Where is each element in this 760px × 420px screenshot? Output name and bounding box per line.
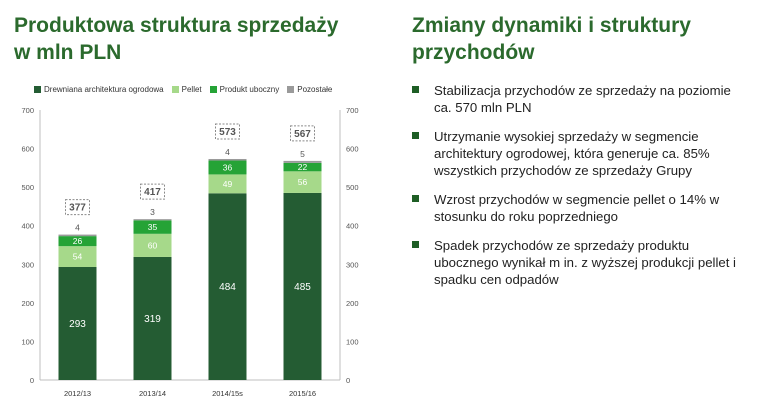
legend-swatch	[171, 85, 179, 93]
bar-data-label: 35	[148, 222, 158, 232]
bar-segment	[208, 193, 247, 380]
legend-item-1: Drewniana architektura ogrodowa	[34, 85, 164, 94]
bar-data-label: 485	[294, 282, 311, 293]
bar-segment	[133, 256, 172, 380]
legend-item-3: Produkt uboczny	[209, 84, 280, 94]
y-tick-label-right: 400	[346, 222, 359, 231]
bar-segment	[133, 220, 172, 234]
y-tick-label-right: 500	[346, 183, 359, 192]
bar-data-label: 293	[69, 319, 86, 330]
bar-segment	[58, 246, 97, 267]
bar-data-label-other: 4	[225, 147, 230, 157]
legend-label: Pellet	[181, 84, 202, 94]
bullet-text: Stabilizacja przychodów ze sprzedaży na …	[434, 83, 731, 115]
summary-title: Zmiany dynamiki i struktury przychodów	[412, 14, 691, 64]
legend-swatch	[34, 85, 41, 93]
bar-segment	[58, 236, 97, 247]
total-label: 417	[144, 187, 161, 198]
x-tick-label: 2015/16	[289, 389, 316, 398]
bullet-square-icon	[412, 241, 419, 248]
bar-data-label: 22	[298, 162, 308, 172]
bar-data-label: 56	[298, 177, 308, 187]
bar-data-label-other: 5	[300, 149, 305, 159]
y-tick-label-right: 0	[346, 376, 350, 385]
bullet-square-icon	[412, 195, 419, 202]
bar-data-label: 36	[223, 162, 233, 172]
summary-bullet-2: Utrzymanie wysokiej sprzedaży w segmenci…	[412, 128, 752, 179]
bullet-text: Utrzymanie wysokiej sprzedaży w segmenci…	[434, 129, 710, 178]
legend-item-4: Pozostałe	[287, 85, 332, 94]
bar-segment	[208, 160, 247, 175]
bar-segment	[283, 162, 322, 172]
bullet-square-icon	[412, 132, 419, 139]
x-tick-label: 2012/13	[64, 389, 91, 398]
y-tick-label-left: 700	[21, 106, 34, 115]
y-tick-label-left: 0	[30, 376, 34, 385]
bullet-square-icon	[412, 86, 419, 93]
bar-data-label: 484	[219, 282, 236, 293]
legend-item-2: Pellet	[171, 84, 202, 94]
x-tick-label: 2014/15s	[212, 389, 243, 398]
bar-data-label-other: 4	[75, 223, 80, 233]
y-tick-label-left: 300	[21, 260, 34, 269]
chart-legend: Drewniana architektura ogrodowa Pellet Pro…	[34, 83, 340, 95]
stacked-bar-chart: 0 0 100 100 200 200 300 300 400 400 500 500 600 600 70…	[21, 106, 359, 398]
y-tick-label-right: 300	[346, 260, 359, 269]
bar-data-label: 319	[144, 314, 161, 325]
bar-segment	[133, 233, 172, 257]
y-tick-label-left: 100	[21, 337, 34, 346]
legend-label: Produkt uboczny	[219, 84, 280, 94]
y-tick-label-right: 700	[346, 106, 359, 115]
bar-segment	[283, 171, 322, 193]
bar-segment	[208, 174, 247, 194]
bar-data-label: 26	[73, 236, 83, 246]
legend-swatch	[209, 85, 217, 93]
bar-segment	[58, 234, 97, 237]
bar-segment	[58, 266, 97, 380]
bar-segment	[133, 219, 172, 221]
bar-segment	[283, 192, 322, 380]
y-tick-label-right: 600	[346, 145, 359, 154]
total-label-box	[65, 199, 90, 216]
y-tick-label-left: 200	[21, 299, 34, 308]
y-tick-label-left: 500	[21, 183, 34, 192]
total-label: 567	[294, 129, 311, 140]
total-label: 573	[219, 127, 236, 138]
legend-swatch	[287, 85, 295, 93]
y-tick-label-left: 600	[21, 145, 34, 154]
total-label-box	[290, 125, 315, 142]
bar-segment	[283, 160, 322, 163]
chart-title: Produktowa struktura sprzedaży w mln PLN	[14, 14, 339, 64]
bullet-text: Wzrost przychodów w segmencie pellet o 1…	[434, 192, 720, 224]
total-label-box	[215, 123, 240, 140]
bar-segment	[208, 158, 247, 161]
total-label-box	[140, 183, 165, 200]
legend-label: Drewniana architektura ogrodowa	[44, 84, 164, 94]
y-tick-label-right: 200	[346, 299, 359, 308]
summary-bullet-3: Wzrost przychodów w segmencie pellet o 1…	[412, 191, 752, 225]
x-tick-label: 2013/14	[139, 389, 166, 398]
y-tick-label-left: 400	[21, 222, 34, 231]
bar-data-label: 49	[223, 179, 233, 189]
bar-data-label: 60	[148, 240, 158, 250]
legend-label: Pozostałe	[297, 84, 333, 94]
y-tick-label-right: 100	[346, 337, 359, 346]
summary-bullet-1: Stabilizacja przychodów ze sprzedaży na …	[412, 82, 752, 116]
bar-data-label: 54	[73, 252, 83, 262]
bullet-text: Spadek przychodów ze sprzedaży produktu …	[434, 238, 736, 287]
summary-bullet-list: Stabilizacja przychodów ze sprzedaży na …	[412, 82, 752, 300]
summary-bullet-4: Spadek przychodów ze sprzedaży produktu …	[412, 237, 752, 288]
total-label: 377	[69, 203, 86, 214]
bar-data-label-other: 3	[150, 207, 155, 217]
